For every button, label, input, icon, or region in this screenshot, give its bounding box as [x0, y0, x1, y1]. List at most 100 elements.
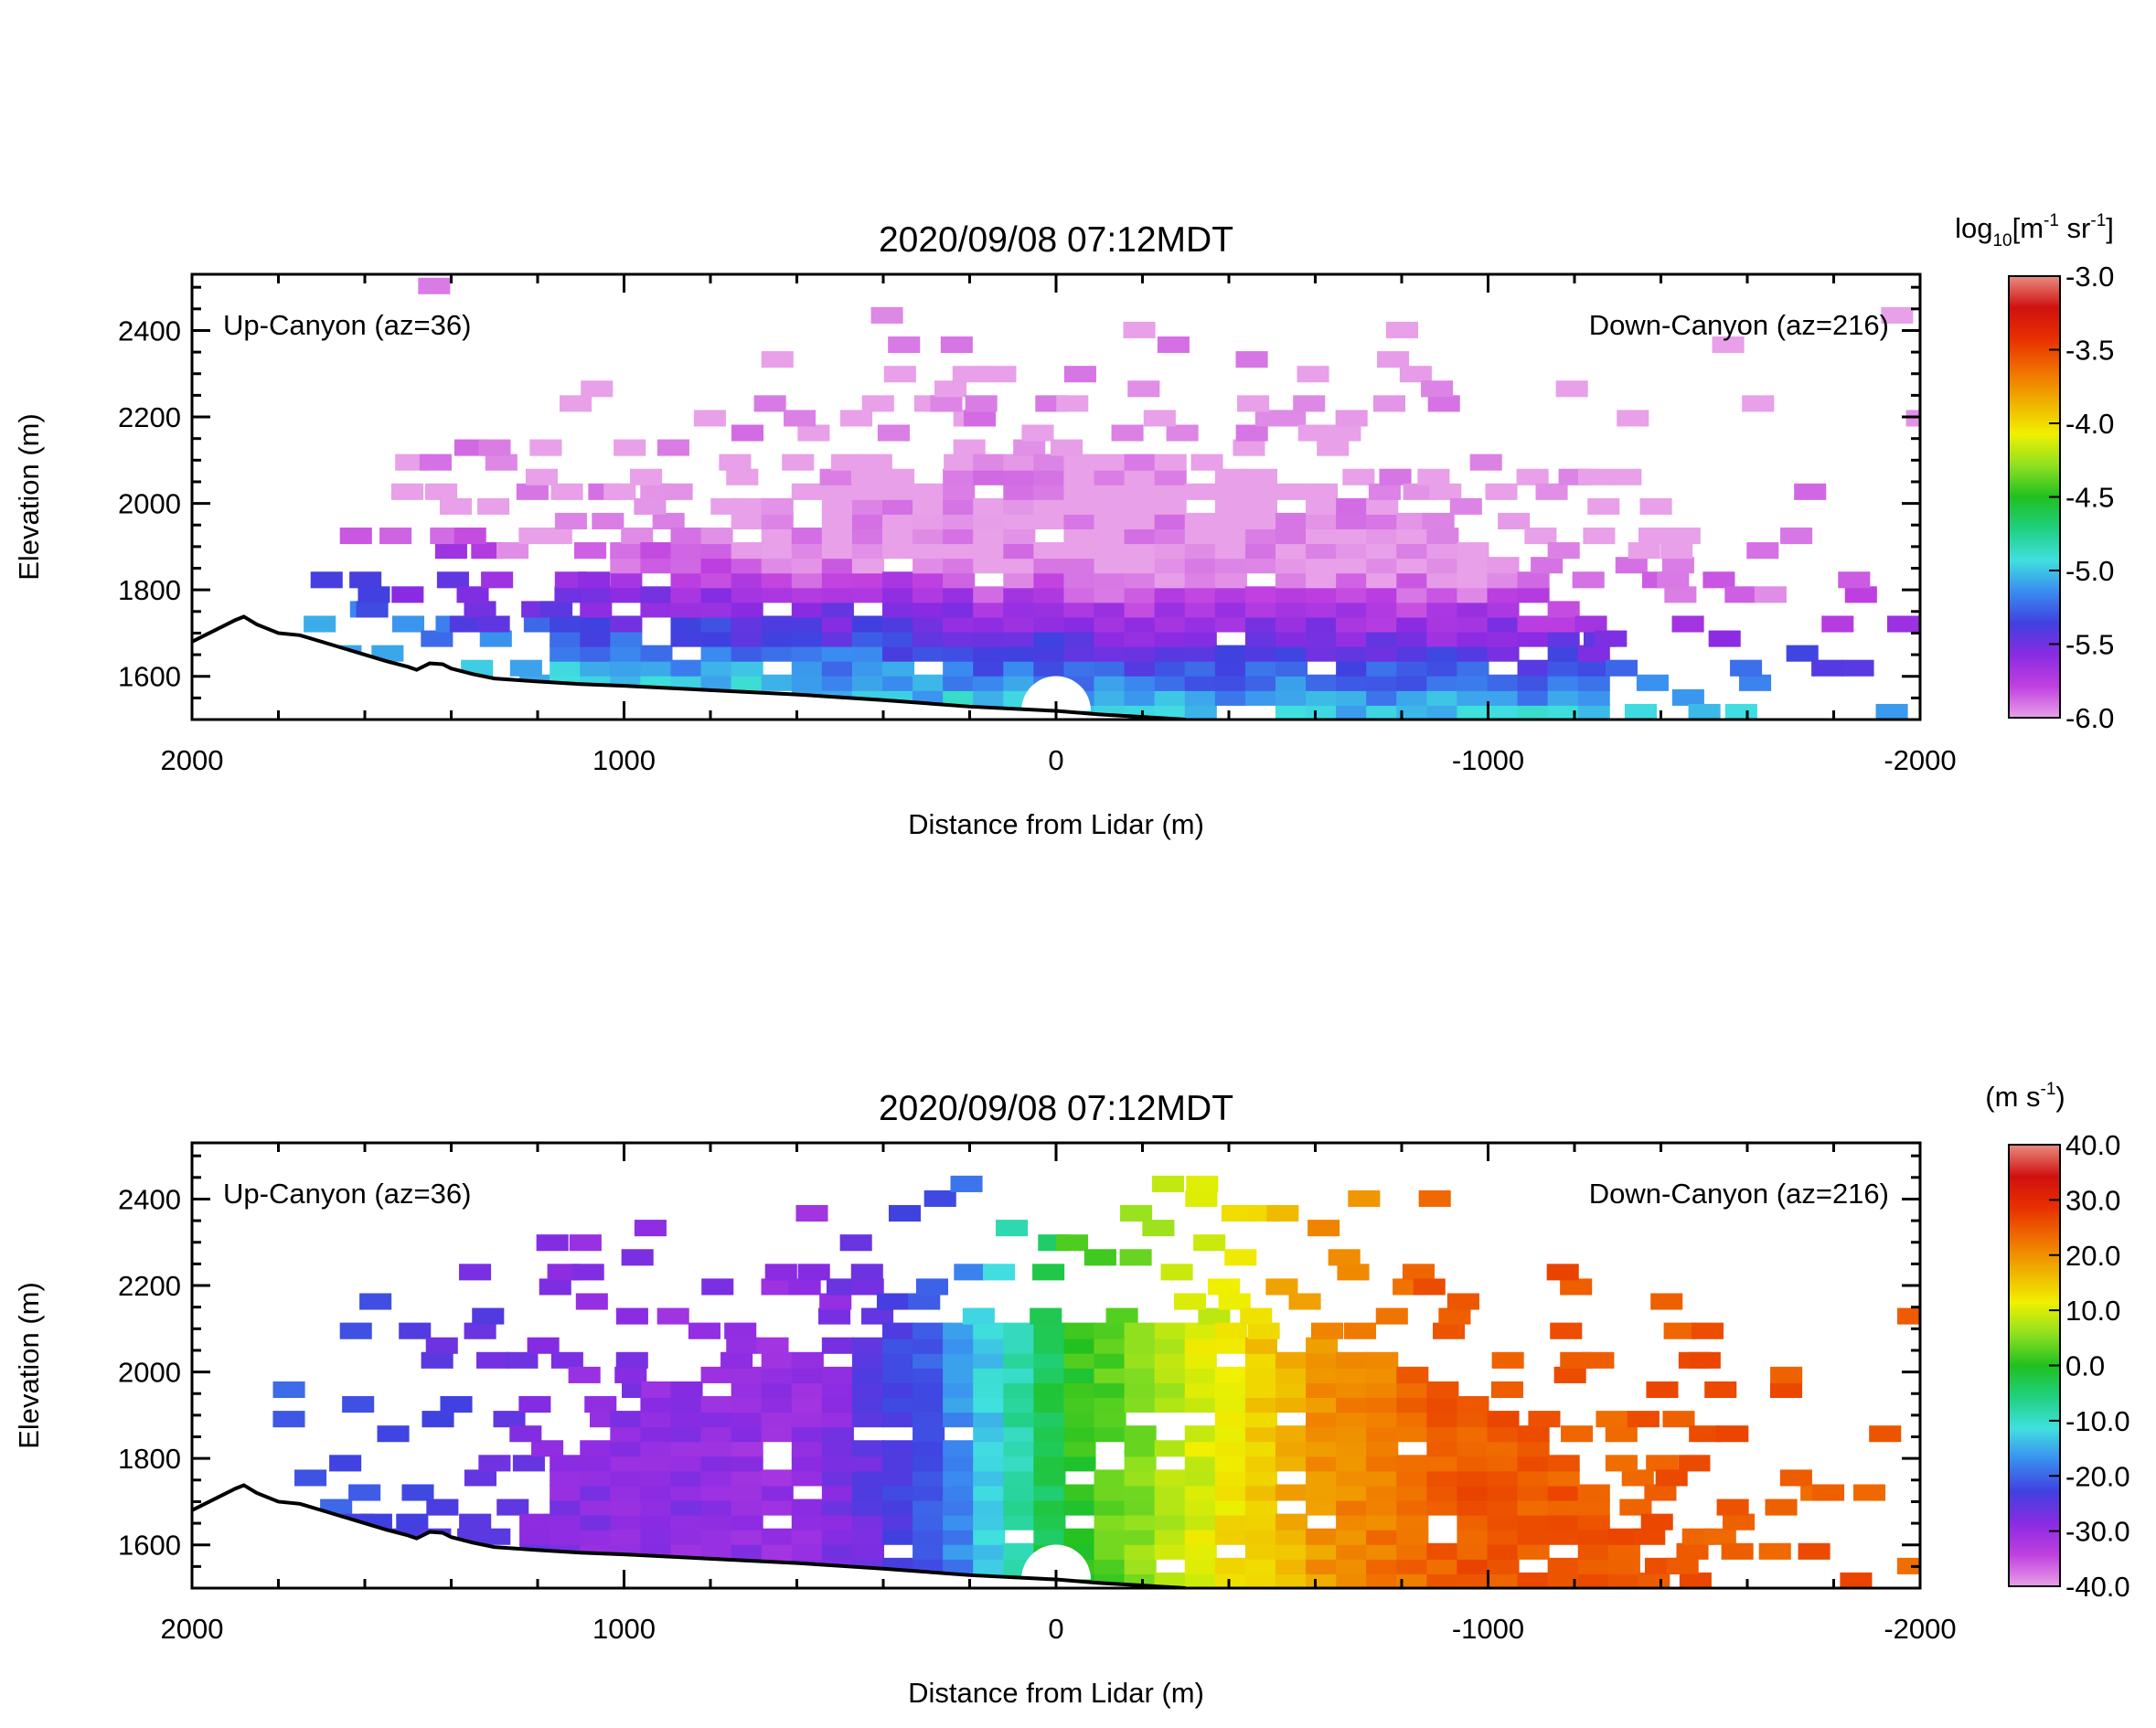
data-cell: [1033, 1351, 1066, 1369]
data-cell: [580, 586, 613, 603]
data-cell: [1446, 1293, 1479, 1310]
data-cell: [1244, 1542, 1277, 1560]
data-cell: [1154, 542, 1187, 560]
data-cell: [1396, 542, 1429, 560]
data-cell: [610, 1411, 643, 1428]
data-cell: [943, 1381, 976, 1399]
data-cell: [821, 1425, 854, 1443]
data-cell: [1033, 1513, 1066, 1531]
data-cell: [1184, 674, 1217, 691]
data-cell: [973, 1484, 1006, 1501]
data-cell: [1396, 571, 1429, 589]
data-cell: [1615, 557, 1648, 574]
data-cell: [1396, 528, 1429, 545]
data-cell: [1214, 1396, 1247, 1413]
data-cell: [1003, 659, 1036, 677]
data-cell: [962, 1307, 995, 1325]
data-cell: [1184, 703, 1217, 720]
data-cell: [1275, 1513, 1308, 1531]
data-cell: [1306, 601, 1339, 618]
data-cell: [973, 674, 1006, 691]
data-cell: [1449, 497, 1482, 515]
data-cell: [1033, 645, 1066, 662]
data-cell: [1297, 424, 1330, 442]
data-cell: [882, 1455, 915, 1472]
data-cell: [449, 615, 482, 633]
data-cell: [640, 1513, 673, 1531]
data-cell: [761, 1425, 794, 1443]
data-cell: [439, 497, 473, 515]
data-cell: [973, 453, 1006, 471]
data-cell: [1032, 1264, 1065, 1281]
data-cell: [764, 1264, 797, 1281]
data-cell: [610, 659, 643, 677]
data-cell: [1306, 1572, 1339, 1588]
data-cell: [851, 586, 884, 603]
data-cell: [1094, 1396, 1126, 1413]
data-cell: [1366, 557, 1399, 574]
data-cell: [1094, 645, 1126, 662]
data-cell: [656, 1307, 689, 1325]
data-cell: [1184, 645, 1217, 662]
data-cell: [1426, 1469, 1459, 1487]
data-cell: [913, 557, 945, 574]
data-cell: [821, 1440, 854, 1457]
data-cell: [1547, 1499, 1580, 1516]
data-cell: [943, 1557, 976, 1574]
data-cell: [1485, 483, 1518, 500]
data-cell: [1244, 1411, 1277, 1428]
data-cell: [1063, 659, 1096, 677]
data-cell: [471, 542, 504, 560]
data-cell: [1577, 1484, 1610, 1501]
data-cell: [1247, 1322, 1280, 1339]
data-cell: [1185, 1189, 1218, 1208]
data-cell: [1154, 1484, 1187, 1501]
data-cell: [1396, 1528, 1429, 1545]
data-cell: [670, 601, 703, 618]
data-cell: [1553, 1366, 1586, 1383]
data-cell: [1524, 528, 1557, 545]
data-cell: [1366, 1513, 1399, 1531]
colorbar-tick-label: 20.0: [2065, 1240, 2120, 1272]
data-cell: [882, 1528, 915, 1545]
data-cell: [973, 601, 1006, 618]
data-cell: [436, 571, 469, 589]
data-cell: [1366, 630, 1399, 647]
data-cell: [399, 1322, 432, 1339]
data-cell: [1124, 659, 1157, 677]
data-cell: [797, 1264, 830, 1281]
data-cell: [973, 528, 1006, 545]
data-cell: [294, 1469, 327, 1487]
data-cell: [1812, 1484, 1845, 1501]
data-cell: [1396, 1542, 1429, 1560]
data-cell: [1154, 1572, 1187, 1588]
data-cell: [720, 1351, 753, 1369]
data-cell: [1033, 1455, 1066, 1472]
data-cell: [550, 630, 582, 647]
x-tick-label: -1000: [1452, 1613, 1524, 1645]
y-tick-label: 2400: [118, 315, 181, 347]
data-cell: [1275, 645, 1308, 662]
data-cell: [1124, 674, 1157, 691]
data-cell: [973, 645, 1006, 662]
data-cell: [882, 586, 915, 603]
data-cell: [1094, 1337, 1126, 1354]
data-cell: [1214, 1411, 1247, 1428]
data-cell: [731, 630, 763, 647]
data-cell: [640, 542, 673, 560]
data-cell: [1650, 1293, 1683, 1310]
data-cell: [719, 453, 752, 471]
x-tick-label: -2000: [1884, 1613, 1956, 1645]
data-cell: [761, 674, 794, 691]
data-cell: [1671, 688, 1704, 706]
data-cell: [851, 659, 884, 677]
data-cell: [876, 1293, 910, 1310]
data-cell: [1457, 1484, 1489, 1501]
data-cell: [610, 1440, 643, 1457]
data-cell: [1063, 1381, 1096, 1399]
data-cell: [1577, 659, 1610, 677]
data-cell: [640, 1396, 673, 1413]
data-cell: [1063, 1337, 1096, 1354]
data-cell: [1336, 528, 1369, 545]
data-cell: [1418, 1189, 1451, 1208]
